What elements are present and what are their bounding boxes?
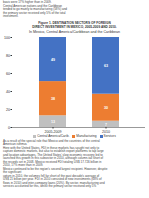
html-text:DIRECT INVESTMENT IN MEXICO, 2: DIRECT INVESTMENT IN MEXICO, 2005-2009 A… (32, 24, 117, 29)
svg-text:2010: 2010 (102, 130, 110, 134)
svg-text:20: 20 (6, 108, 10, 112)
svg-text:0: 0 (8, 126, 10, 130)
html-text:flows in 2010) and inter-compa: flows in 2010) and inter-company loans (… (3, 180, 105, 185)
svg-text:49: 49 (51, 58, 55, 62)
svg-text:7: 7 (105, 123, 107, 127)
html-text:and location advantages. The U: and location advantages. The United Stat… (3, 152, 103, 157)
svg-text:100: 100 (4, 36, 10, 40)
html-text:American isthmus: American isthmus (3, 142, 27, 146)
html-text:Services: Services (103, 134, 116, 138)
html-text:the primary sector received on: the primary sector received only 5% of t… (3, 10, 66, 15)
svg-text:63: 63 (104, 64, 108, 68)
html-text:the significant: the significant (3, 170, 22, 174)
html-text:2010, 17% more than in 2009.: 2010, 17% more than in 2009. (3, 163, 44, 167)
html-text:the records set in 2008. Mexic: the records set in 2008. Mexico received… (3, 159, 102, 164)
svg-text:38: 38 (51, 97, 55, 101)
html-text:Here with the United States, F: Here with the United States, FDI in thes… (3, 145, 100, 150)
svg-text:30: 30 (104, 106, 108, 110)
html-text:Central America/Carib.: Central America/Carib. (37, 134, 70, 138)
html-text:services accounted for this, w: services accounted for this, whilst the … (3, 184, 97, 188)
html-text:Mexico continued to be the reg: Mexico continued to be the region's seco… (3, 166, 108, 171)
html-text:Figure 1. DESTINATION SECTORS: Figure 1. DESTINATION SECTORS OF FOREIGN (38, 20, 111, 25)
html-text:US$ 21 billion per year. FDI i: US$ 21 billion per year. FDI in 2010 con… (3, 177, 102, 181)
html-text:Manufacturing: Manufacturing (76, 134, 97, 138)
html-text:investment.: investment. (3, 14, 19, 18)
html-text:capture domestic markets, but: capture domestic markets, but also to es… (3, 149, 104, 153)
html-text:upturn in 2010, the volumes fe: upturn in 2010, the volumes fell far sho… (3, 173, 100, 178)
html-text:As a result of the special rol: As a result of the special role that Mex… (3, 138, 100, 143)
svg-text:13: 13 (51, 120, 55, 124)
svg-text:80: 80 (6, 54, 10, 58)
svg-text:40: 40 (6, 90, 10, 94)
svg-text:2005-2009: 2005-2009 (44, 130, 61, 134)
svg-text:60: 60 (6, 72, 10, 76)
html-text:Central American nations and t: Central American nations and the Caribbe… (3, 3, 62, 8)
html-text:In Mexico, Central America/Car: In Mexico, Central America/Caribbean and… (29, 29, 120, 34)
html-text:launched this growth in this s: launched this growth in this subsector i… (3, 156, 104, 160)
html-text:tended to go mainly to manufac: tended to go mainly to manufacturing (58… (3, 7, 67, 11)
html-text:basis were 17% higher than in: basis were 17% higher than in 2009. (3, 0, 52, 4)
